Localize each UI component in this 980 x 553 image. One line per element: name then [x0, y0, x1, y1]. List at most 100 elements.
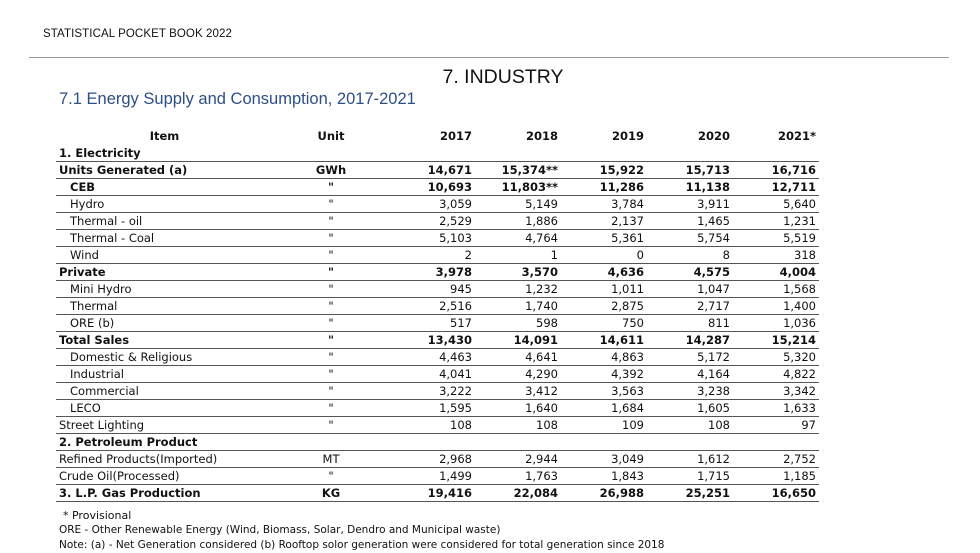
row-value-2018: 2,944 [475, 450, 561, 468]
row-unit: " [273, 331, 389, 349]
row-unit: " [273, 280, 389, 298]
row-value-2018: 3,570 [475, 263, 561, 281]
row-value-2018: 598 [475, 314, 561, 332]
row-value-2020: 3,911 [647, 195, 733, 213]
row-unit: " [273, 416, 389, 434]
row-item-label: Units Generated (a) [56, 161, 273, 179]
row-item-label: Mini Hydro [56, 280, 273, 298]
table-row: Private " 3,978 3,570 4,636 4,575 4,004 [56, 263, 819, 281]
row-value-2021: 97 [733, 416, 819, 434]
row-value-2017: 4,463 [389, 348, 475, 366]
row-value-2021: 1,568 [733, 280, 819, 298]
table-row: ORE (b) " 517 598 750 811 1,036 [56, 314, 819, 332]
row-value-2019: 26,988 [561, 484, 647, 502]
row-unit: " [273, 246, 389, 264]
row-unit [273, 433, 389, 451]
row-value-2020 [647, 433, 733, 451]
row-value-2018: 108 [475, 416, 561, 434]
table-row: Hydro " 3,059 5,149 3,784 3,911 5,640 [56, 195, 819, 213]
row-value-2017: 5,103 [389, 229, 475, 247]
table-row: 2. Petroleum Product [56, 433, 819, 451]
row-unit [273, 145, 389, 162]
row-unit: KG [273, 484, 389, 502]
row-unit: MT [273, 450, 389, 468]
row-value-2017: 945 [389, 280, 475, 298]
row-value-2020: 1,047 [647, 280, 733, 298]
row-value-2018: 4,764 [475, 229, 561, 247]
row-value-2018: 1 [475, 246, 561, 264]
row-unit: " [273, 314, 389, 332]
chapter-title: 7. INDUSTRY [442, 66, 564, 88]
column-header-2017: 2017 [439, 129, 472, 143]
row-unit: " [273, 263, 389, 281]
row-unit: " [273, 365, 389, 383]
row-unit: " [273, 399, 389, 417]
header-divider [29, 57, 949, 58]
table-row: Thermal - oil " 2,529 1,886 2,137 1,465 1,231 [56, 212, 819, 230]
row-item-label: Crude Oil(Processed) [56, 467, 273, 485]
row-value-2018: 22,084 [475, 484, 561, 502]
table-row: Domestic & Religious " 4,463 4,641 4,863 5,17… [56, 348, 819, 366]
column-header-2020: 2020 [697, 129, 730, 143]
row-value-2017: 1,595 [389, 399, 475, 417]
table-row: LECO " 1,595 1,640 1,684 1,605 1,633 [56, 399, 819, 417]
column-header-2019: 2019 [611, 129, 644, 143]
row-value-2020: 2,717 [647, 297, 733, 315]
row-value-2018: 1,232 [475, 280, 561, 298]
row-value-2018 [475, 145, 561, 162]
row-value-2018: 15,374** [475, 161, 561, 179]
footnote-ore: ORE - Other Renewable Energy (Wind, Biom… [59, 524, 501, 536]
row-item-label: LECO [56, 399, 273, 417]
row-item-label: Thermal [56, 297, 273, 315]
row-value-2021: 5,519 [733, 229, 819, 247]
row-value-2020: 108 [647, 416, 733, 434]
column-header-2021: 2021* [777, 129, 816, 143]
row-value-2017 [389, 433, 475, 451]
row-value-2017: 10,693 [389, 178, 475, 196]
row-value-2021: 318 [733, 246, 819, 264]
row-value-2021: 2,752 [733, 450, 819, 468]
row-value-2019: 4,863 [561, 348, 647, 366]
row-item-label: Commercial [56, 382, 273, 400]
table-row: Crude Oil(Processed) " 1,499 1,763 1,843 1,71… [56, 467, 819, 485]
row-value-2017 [389, 145, 475, 162]
row-item-label: 1. Electricity [56, 145, 273, 162]
row-value-2019: 3,563 [561, 382, 647, 400]
row-value-2021: 15,214 [733, 331, 819, 349]
row-value-2021: 16,716 [733, 161, 819, 179]
row-unit: " [273, 382, 389, 400]
row-value-2019: 15,922 [561, 161, 647, 179]
row-item-label: CEB [56, 178, 273, 196]
row-value-2021: 12,711 [733, 178, 819, 196]
row-value-2021: 16,650 [733, 484, 819, 502]
row-item-label: ORE (b) [56, 314, 273, 332]
row-value-2019: 1,843 [561, 467, 647, 485]
row-value-2020: 811 [647, 314, 733, 332]
column-header-2018: 2018 [525, 129, 558, 143]
row-value-2018: 5,149 [475, 195, 561, 213]
row-value-2019: 2,875 [561, 297, 647, 315]
table-row: 3. L.P. Gas Production KG 19,416 22,084 26,9… [56, 484, 819, 502]
table-row: Thermal - Coal " 5,103 4,764 5,361 5,754 5,519 [56, 229, 819, 247]
row-value-2020: 5,754 [647, 229, 733, 247]
row-item-label: Thermal - oil [56, 212, 273, 230]
row-value-2019: 4,392 [561, 365, 647, 383]
row-value-2017: 2 [389, 246, 475, 264]
row-value-2018: 14,091 [475, 331, 561, 349]
row-value-2019 [561, 433, 647, 451]
row-value-2018: 11,803** [475, 178, 561, 196]
row-value-2019: 0 [561, 246, 647, 264]
row-value-2017: 3,978 [389, 263, 475, 281]
row-value-2021: 1,185 [733, 467, 819, 485]
row-value-2018: 1,640 [475, 399, 561, 417]
table-row: Units Generated (a) GWh 14,671 15,374** 15,9… [56, 161, 819, 179]
row-value-2020: 11,138 [647, 178, 733, 196]
row-value-2019: 14,611 [561, 331, 647, 349]
row-value-2019: 3,049 [561, 450, 647, 468]
row-value-2020: 14,287 [647, 331, 733, 349]
row-value-2017: 108 [389, 416, 475, 434]
row-unit: " [273, 212, 389, 230]
row-unit: " [273, 348, 389, 366]
row-value-2020: 1,465 [647, 212, 733, 230]
row-value-2020: 1,715 [647, 467, 733, 485]
